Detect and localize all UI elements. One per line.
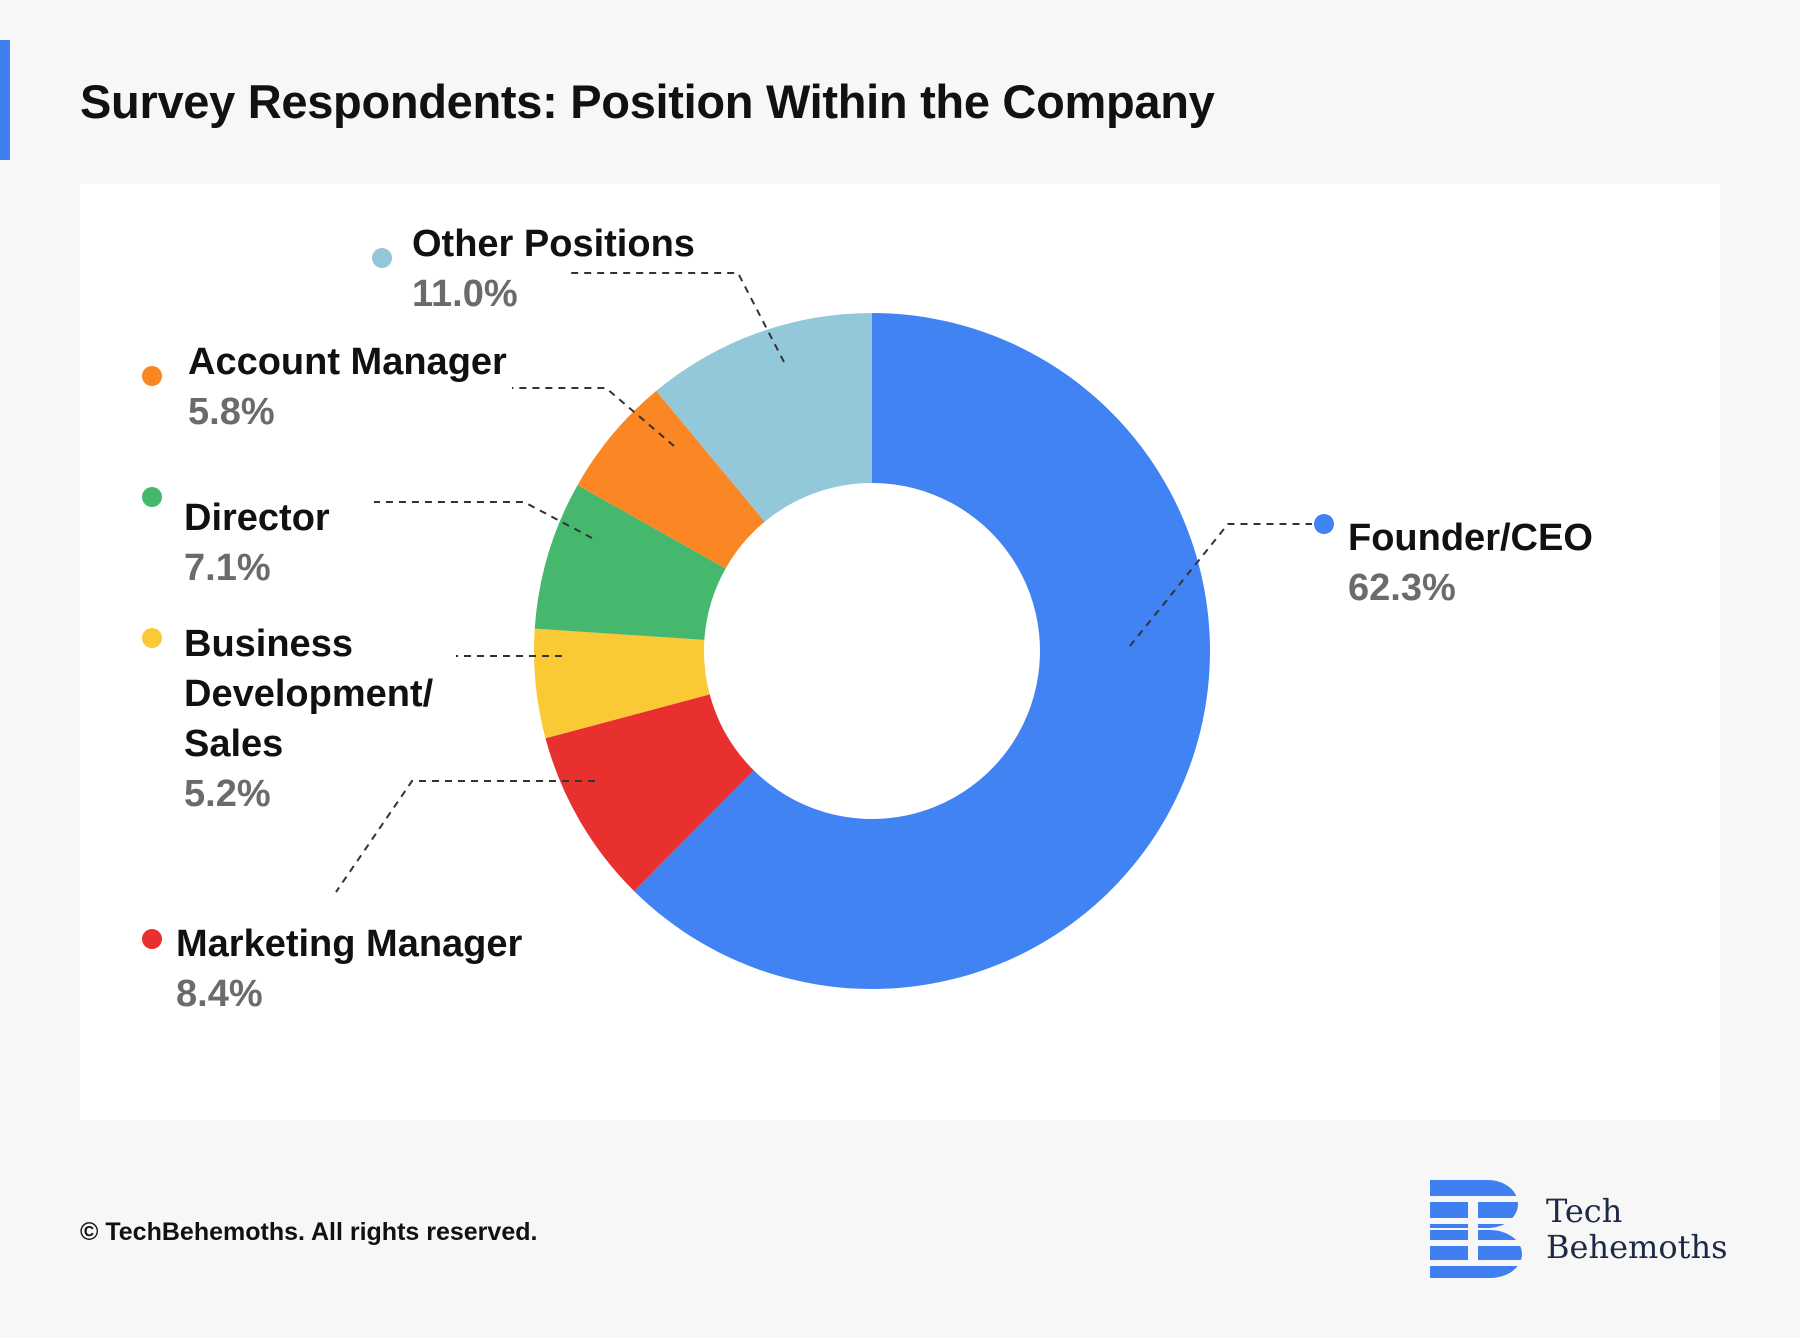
slice-0 [634,313,1210,989]
slice-label-5-line-0: Other Positions [412,223,695,265]
slice-label-0-line-0: Founder/CEO [1348,517,1593,559]
legend-dot-0 [1314,514,1334,534]
techbehemoths-logo: Tech Behemoths [1428,1178,1758,1280]
leader-line-5 [570,272,785,363]
slice-label-2-line-0: Business [184,623,353,665]
legend-dot-1 [142,929,162,949]
page-title: Survey Respondents: Position Within the … [80,75,1215,128]
logo-word-tech: Tech [1546,1192,1623,1230]
leader-line-0 [1129,523,1312,647]
accent-bar [0,40,10,160]
copyright-text: © TechBehemoths. All rights reserved. [80,1218,538,1246]
labels-layer: Founder/CEO 62.3% Marketing Manager 8.4% Bus… [142,223,1593,1015]
slice-5 [656,313,872,522]
legend-dot-5 [372,248,392,268]
slice-value-1: 8.4% [176,973,263,1015]
leader-lines-layer [335,272,1312,893]
logo-word-behemoths: Behemoths [1546,1228,1728,1266]
leader-line-4 [512,387,675,447]
slice-2 [534,628,710,739]
legend-dot-2 [142,628,162,648]
slice-value-5: 11.0% [412,273,518,315]
slice-label-3-line-0: Director [184,497,330,539]
leader-line-1 [335,780,595,893]
slices-layer [534,313,1210,989]
slice-value-3: 7.1% [184,547,271,589]
legend-dot-3 [142,487,162,507]
slice-label-2-line-2: Sales [184,723,283,765]
slice-label-2-line-1: Development/ [184,673,434,715]
slice-1 [545,694,754,892]
slice-4 [577,390,765,569]
slice-value-0: 62.3% [1348,567,1456,609]
slice-3 [534,485,726,640]
chart-panel: Founder/CEO 62.3% Marketing Manager 8.4% Bus… [80,184,1720,1120]
slice-label-4-line-0: Account Manager [188,341,507,383]
donut-chart: Founder/CEO 62.3% Marketing Manager 8.4% Bus… [142,223,1593,1015]
legend-dot-4 [142,366,162,386]
logo-b-icon [1428,1180,1524,1278]
slice-value-2: 5.2% [184,773,271,815]
slice-value-4: 5.8% [188,391,275,433]
slice-label-1-line-0: Marketing Manager [176,923,523,965]
